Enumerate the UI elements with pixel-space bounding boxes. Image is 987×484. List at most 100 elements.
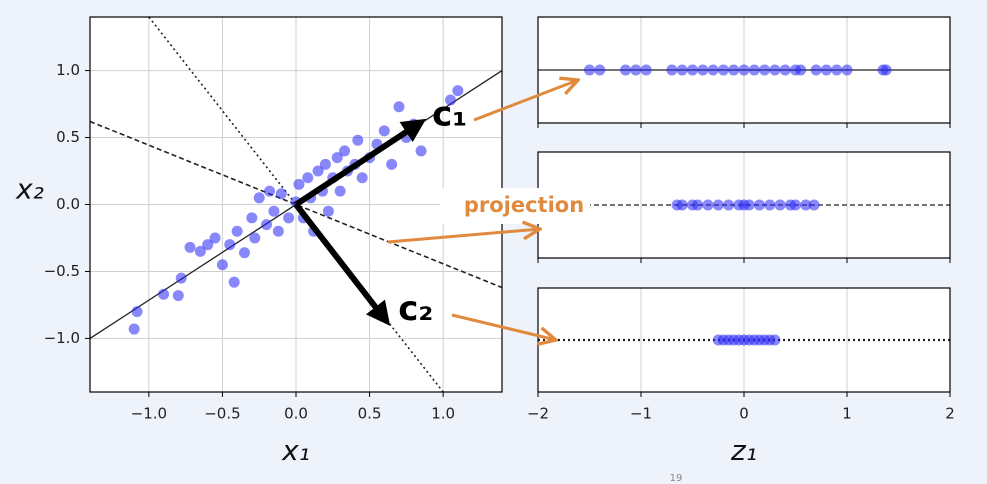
point <box>253 192 265 204</box>
point <box>261 219 273 231</box>
point <box>268 205 280 217</box>
vector-arrow <box>293 202 391 326</box>
point <box>312 165 324 177</box>
point <box>717 64 729 76</box>
point <box>452 85 464 97</box>
point <box>738 64 750 76</box>
x-tick-label: −1 <box>630 405 652 423</box>
x-tick-label: 1 <box>842 405 852 423</box>
y-tick-label: −1.0 <box>44 329 80 347</box>
point <box>246 212 258 224</box>
point <box>128 323 140 335</box>
point <box>216 259 228 271</box>
point <box>640 64 652 76</box>
point <box>283 212 295 224</box>
point <box>322 205 334 217</box>
point <box>131 306 143 318</box>
point <box>594 64 606 76</box>
vector-label: c₂ <box>398 289 433 329</box>
point <box>172 290 184 302</box>
y-tick-label: −0.5 <box>44 262 80 280</box>
point <box>810 64 822 76</box>
x-tick-label: 1.0 <box>431 405 455 423</box>
point <box>202 239 214 251</box>
point <box>831 64 843 76</box>
point <box>774 199 786 211</box>
x-axis-label: z₁ <box>730 434 757 467</box>
point <box>415 145 427 157</box>
y-tick-label: 0.0 <box>56 195 80 213</box>
point <box>790 199 801 211</box>
point <box>231 225 243 237</box>
point <box>697 64 709 76</box>
point <box>293 178 305 190</box>
point <box>712 199 724 211</box>
point <box>666 64 678 76</box>
point <box>620 64 632 76</box>
point <box>676 64 688 76</box>
x-tick-label: 0.5 <box>358 405 382 423</box>
point <box>386 158 398 170</box>
point <box>272 225 284 237</box>
point <box>808 199 820 211</box>
point <box>319 158 331 170</box>
x-tick-label: −1.0 <box>131 405 167 423</box>
annotation-arrow <box>473 80 578 122</box>
plot-frame <box>537 16 951 124</box>
point <box>239 247 250 259</box>
x-tick-label: 0.0 <box>284 405 308 423</box>
plot-content <box>537 17 951 123</box>
y-tick-label: 0.5 <box>56 128 80 146</box>
point <box>158 288 170 300</box>
point <box>302 172 314 184</box>
vector-label: c₁ <box>432 95 467 135</box>
vector-arrow <box>294 118 427 208</box>
point <box>630 64 642 76</box>
x-axis-label: x₁ <box>281 434 310 467</box>
point <box>224 239 236 251</box>
annotation-arrow <box>451 313 556 340</box>
point <box>692 199 704 211</box>
point <box>795 64 807 76</box>
annotation-arrow <box>387 229 540 244</box>
point <box>723 199 735 211</box>
reference-line <box>90 120 502 289</box>
point <box>194 245 206 257</box>
point <box>702 199 714 211</box>
point <box>275 188 287 200</box>
x-tick-label: 0 <box>739 405 749 423</box>
point <box>228 276 240 288</box>
point <box>820 64 832 76</box>
point <box>779 64 791 76</box>
point <box>264 185 276 197</box>
point <box>356 172 368 184</box>
point <box>764 199 776 211</box>
annotations: projection <box>387 80 590 340</box>
point <box>753 199 765 211</box>
point <box>676 199 688 211</box>
point <box>880 64 892 76</box>
point <box>445 94 456 106</box>
point <box>687 64 698 76</box>
point <box>800 199 812 211</box>
point <box>728 64 740 76</box>
point <box>339 145 351 157</box>
x-tick-label: −0.5 <box>204 405 240 423</box>
page-number: 19 <box>670 473 683 484</box>
point <box>584 64 595 76</box>
point <box>175 272 187 284</box>
annotation: projection <box>464 193 584 217</box>
y-tick-label: 1.0 <box>56 61 80 79</box>
point <box>841 64 853 76</box>
y-axis-label: x₂ <box>15 173 44 206</box>
annotation-background <box>440 188 590 224</box>
point <box>378 125 390 137</box>
x-tick-label: 2 <box>945 405 955 423</box>
point <box>184 241 196 253</box>
point <box>352 134 364 146</box>
point <box>209 232 221 244</box>
point <box>393 101 405 113</box>
point <box>769 334 781 346</box>
point <box>331 152 343 164</box>
